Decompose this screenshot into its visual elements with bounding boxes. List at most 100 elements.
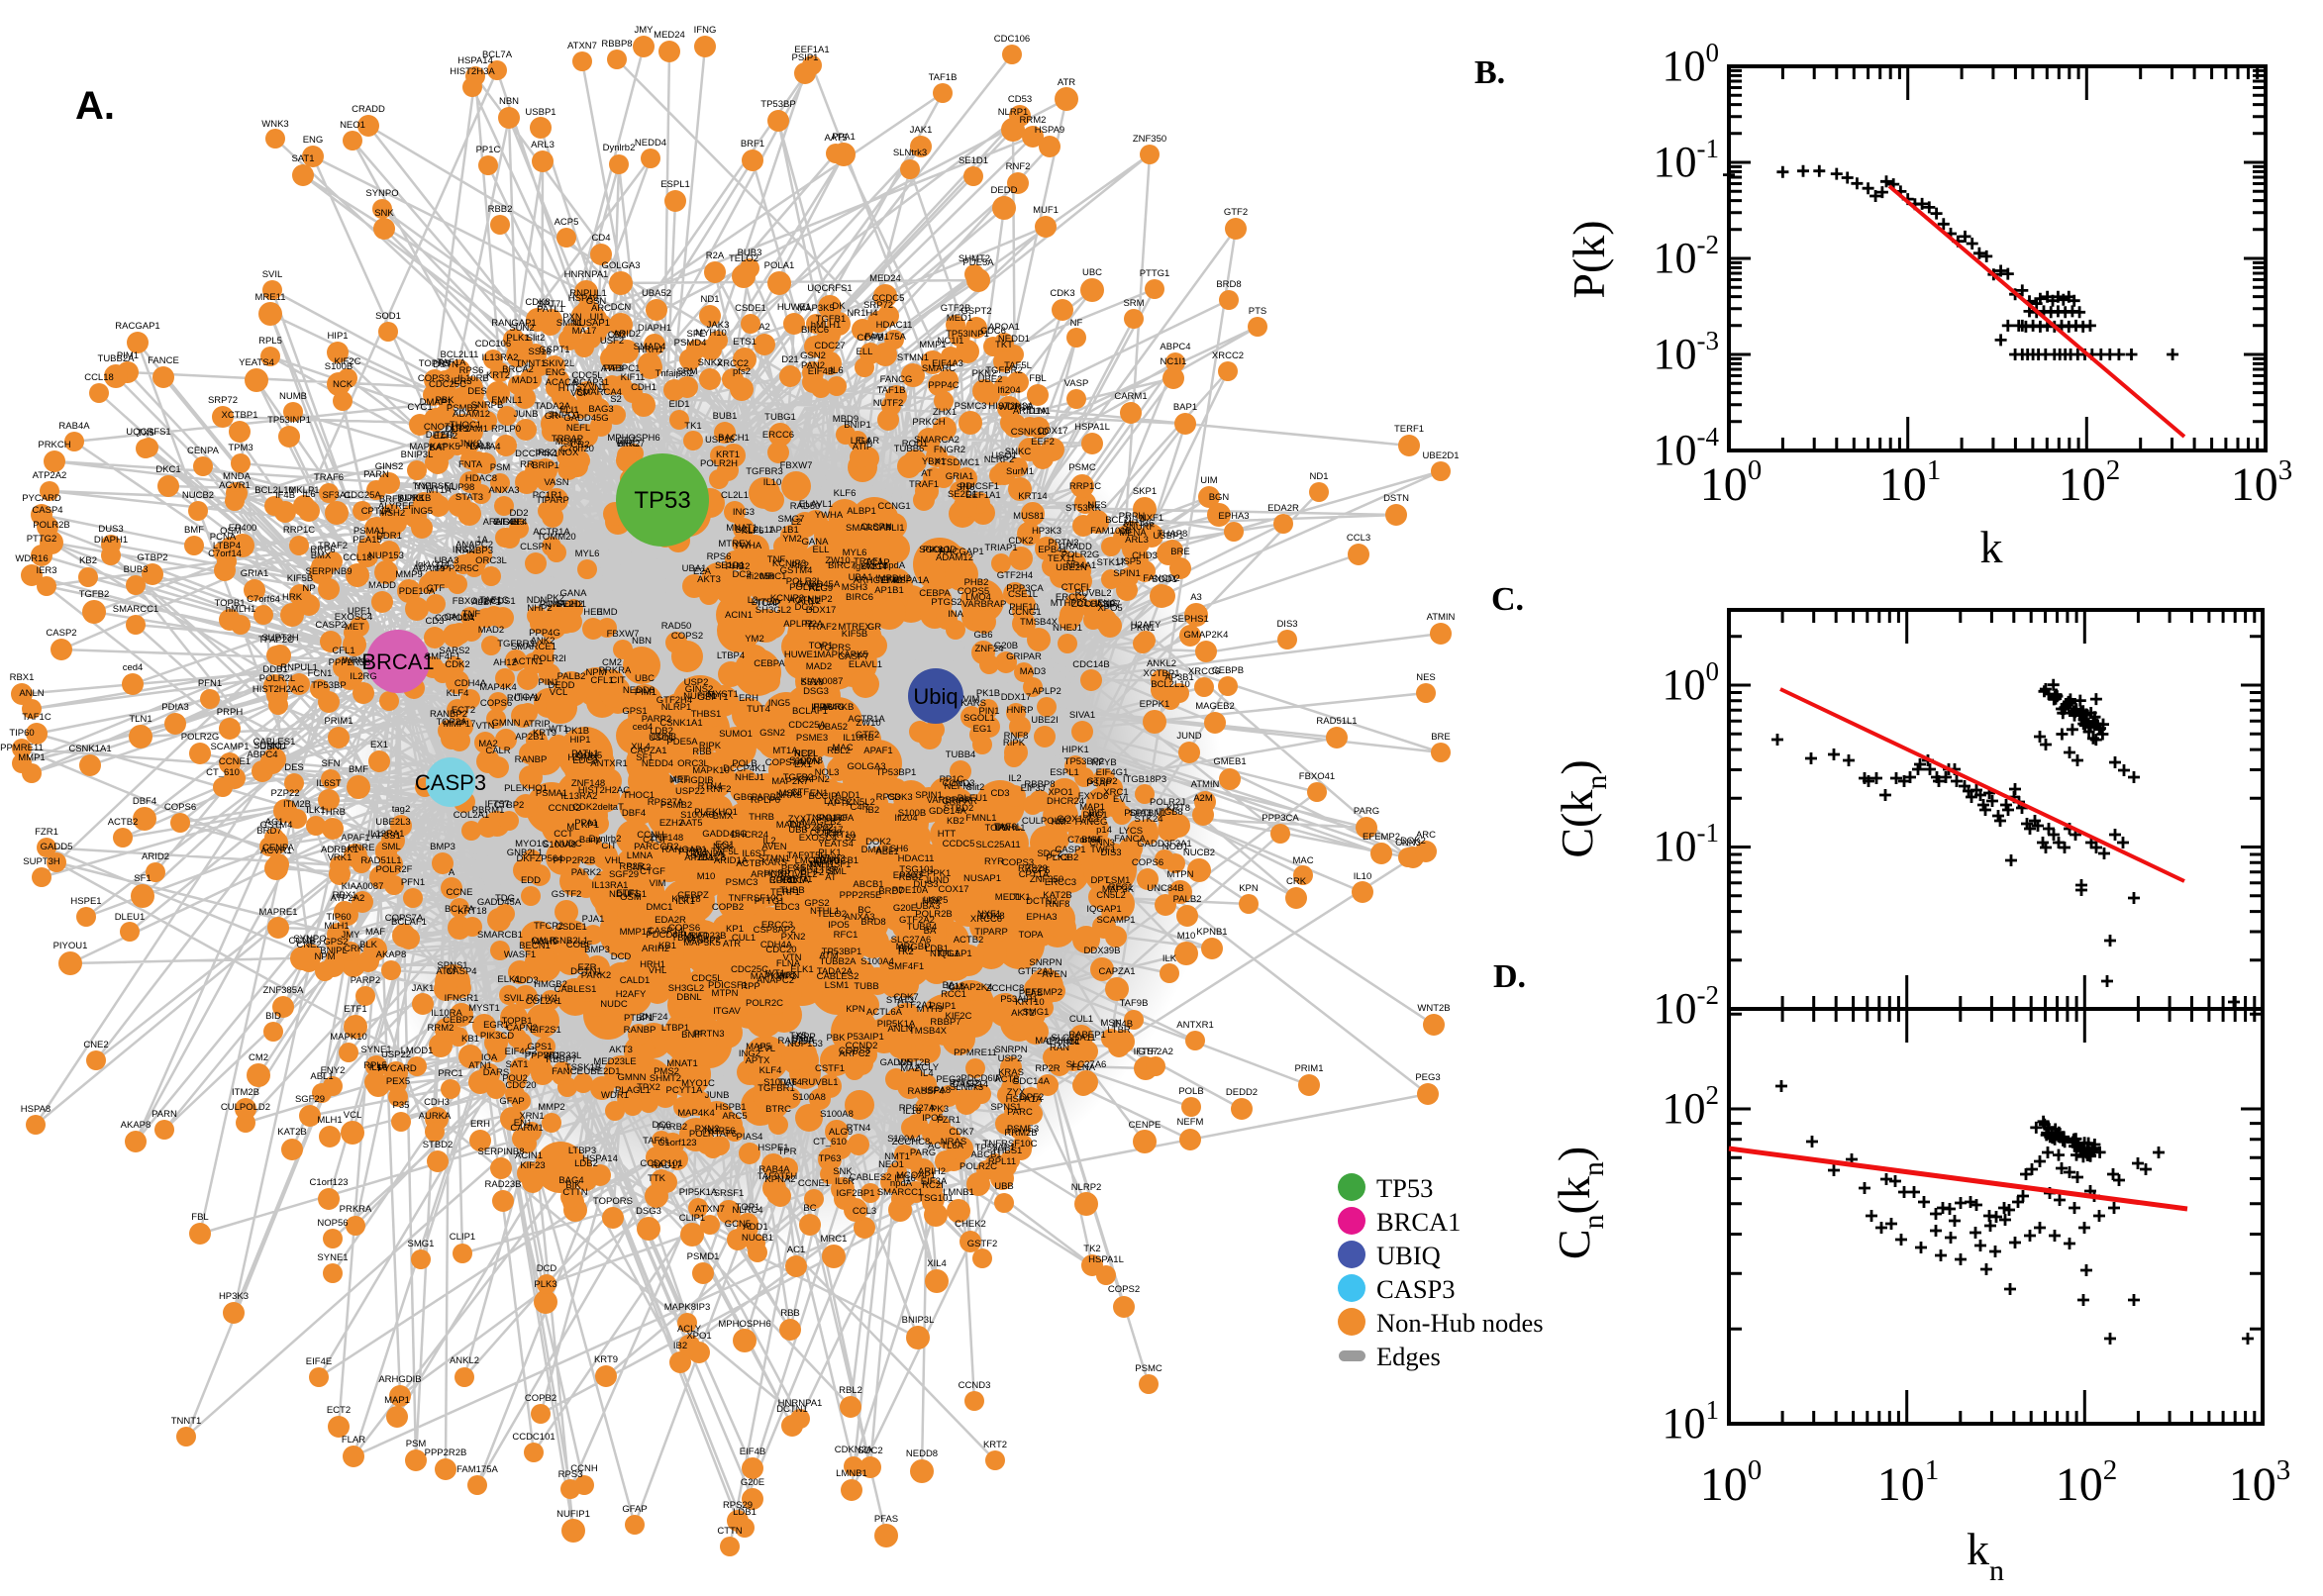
svg-text:SKP1: SKP1	[1133, 486, 1157, 497]
svg-text:CDK8: CDK8	[979, 911, 1004, 922]
svg-text:CUL1: CUL1	[1069, 1014, 1093, 1025]
svg-text:KRT9: KRT9	[594, 1354, 618, 1365]
svg-text:JUNB: JUNB	[705, 1090, 730, 1101]
svg-text:HIP1: HIP1	[569, 735, 590, 746]
svg-text:DSTN: DSTN	[1383, 493, 1409, 504]
svg-text:IL2: IL2	[1008, 773, 1021, 784]
svg-text:CCL3: CCL3	[853, 1206, 876, 1217]
svg-text:NHP2: NHP2	[527, 603, 552, 614]
svg-text:EDA2R: EDA2R	[655, 915, 686, 926]
svg-text:SUMO1: SUMO1	[719, 729, 753, 740]
svg-text:P35: P35	[393, 1100, 410, 1111]
svg-text:TAF5L: TAF5L	[711, 847, 739, 857]
svg-text:SH3GL2: SH3GL2	[756, 605, 791, 616]
svg-text:PALB2: PALB2	[1173, 894, 1202, 905]
svg-text:PTS: PTS	[1249, 306, 1266, 317]
svg-text:INA: INA	[948, 609, 964, 620]
svg-text:ATR: ATR	[1058, 77, 1075, 88]
svg-text:HIPK1: HIPK1	[1061, 745, 1088, 755]
svg-text:RAB4A: RAB4A	[58, 421, 90, 432]
svg-text:ced4: ced4	[123, 662, 144, 673]
svg-text:RACGAP1: RACGAP1	[115, 321, 159, 332]
svg-text:ERH: ERH	[470, 1119, 490, 1130]
svg-text:KRT14: KRT14	[1018, 491, 1047, 502]
svg-text:G20E: G20E	[893, 903, 917, 914]
svg-text:CUL1: CUL1	[732, 933, 756, 944]
svg-text:PARP2: PARP2	[642, 714, 671, 725]
svg-text:TERF1: TERF1	[1394, 424, 1424, 435]
svg-text:TUBG1: TUBG1	[764, 412, 796, 423]
svg-text:CDC20: CDC20	[765, 945, 796, 955]
svg-text:RBX1: RBX1	[10, 672, 35, 683]
svg-text:S100A6: S100A6	[680, 810, 714, 821]
svg-text:FBXO41: FBXO41	[1299, 771, 1335, 782]
svg-text:HP3K3: HP3K3	[219, 1291, 249, 1302]
svg-text:PPMRE11: PPMRE11	[954, 1047, 997, 1058]
svg-text:USBP1: USBP1	[525, 107, 556, 118]
svg-text:MMP1: MMP1	[919, 340, 946, 350]
svg-text:RNF2: RNF2	[1006, 161, 1031, 172]
svg-text:PFAS: PFAS	[874, 1514, 898, 1525]
svg-text:STBD2: STBD2	[944, 803, 974, 814]
svg-text:CTF: CTF	[427, 583, 446, 594]
svg-text:Dynlrb2: Dynlrb2	[603, 143, 636, 153]
svg-text:ETS1: ETS1	[733, 337, 757, 348]
svg-text:NHEJ1: NHEJ1	[1053, 623, 1082, 634]
svg-text:FZR1: FZR1	[35, 827, 58, 838]
svg-text:KB2: KB2	[947, 816, 964, 827]
svg-text:PIP5K1A: PIP5K1A	[679, 1187, 718, 1198]
svg-text:IL16: IL16	[369, 1062, 388, 1073]
svg-text:SFN: SFN	[322, 758, 341, 769]
svg-text:PPP2R5E: PPP2R5E	[840, 890, 882, 901]
svg-text:SRSF1: SRSF1	[714, 1188, 745, 1199]
svg-text:DUS3: DUS3	[98, 524, 123, 535]
svg-text:CEBPA: CEBPA	[754, 658, 785, 669]
svg-text:CR2: CR2	[570, 440, 589, 450]
svg-text:CCL3: CCL3	[1347, 533, 1370, 544]
svg-text:GMEB1: GMEB1	[1213, 756, 1246, 767]
svg-text:KRT1: KRT1	[716, 449, 740, 460]
svg-text:RRP1C: RRP1C	[1069, 481, 1101, 492]
svg-text:STMN1: STMN1	[758, 853, 790, 864]
svg-text:LDB2: LDB2	[574, 1158, 598, 1169]
svg-text:WDR16: WDR16	[15, 553, 48, 564]
svg-text:KRT18: KRT18	[457, 906, 486, 917]
svg-text:ETF1: ETF1	[616, 888, 639, 899]
svg-text:PRKCH: PRKCH	[38, 440, 70, 450]
svg-text:TOPORS: TOPORS	[593, 1196, 633, 1207]
svg-text:XIL4: XIL4	[927, 1258, 947, 1269]
svg-text:COPB2: COPB2	[712, 902, 744, 913]
svg-text:XRC1: XRC1	[1103, 787, 1128, 798]
svg-text:CCNG1: CCNG1	[877, 501, 910, 512]
svg-text:NEFM: NEFM	[1177, 1117, 1204, 1128]
svg-text:CABLES1: CABLES1	[555, 984, 597, 995]
svg-text:WT1: WT1	[549, 724, 568, 735]
svg-text:AKT3: AKT3	[697, 574, 721, 585]
svg-text:PPP2R2B: PPP2R2B	[425, 1447, 467, 1458]
svg-text:CCNB: CCNB	[289, 936, 316, 947]
svg-text:GFAP: GFAP	[499, 1096, 524, 1107]
svg-text:BC: BC	[803, 1203, 816, 1214]
svg-text:AURKB: AURKB	[822, 702, 855, 713]
svg-text:TP53BP2: TP53BP2	[1064, 756, 1105, 767]
svg-text:SRP72: SRP72	[208, 395, 238, 406]
svg-text:IQGAP1: IQGAP1	[937, 948, 971, 959]
svg-text:BIRC6: BIRC6	[846, 592, 873, 603]
svg-text:SML: SML	[381, 842, 401, 852]
svg-text:NCK: NCK	[333, 379, 354, 390]
svg-text:EIF4G1: EIF4G1	[1096, 767, 1129, 778]
svg-text:GTF2H4: GTF2H4	[656, 695, 692, 706]
svg-text:PAN2: PAN2	[801, 360, 825, 371]
svg-text:ANLN: ANLN	[19, 688, 44, 699]
svg-text:NUP153: NUP153	[368, 550, 404, 561]
svg-text:MAD3: MAD3	[1020, 666, 1046, 677]
svg-text:GINS2: GINS2	[375, 461, 404, 472]
svg-text:CCDC5: CCDC5	[943, 839, 975, 849]
svg-text:MYST1: MYST1	[707, 689, 739, 700]
svg-text:HDAC8: HDAC8	[465, 473, 497, 484]
svg-text:TUBB: TUBB	[854, 981, 878, 992]
svg-text:ENG: ENG	[303, 135, 324, 146]
svg-text:POLR2J: POLR2J	[1150, 797, 1185, 808]
svg-text:FLNA: FLNA	[1071, 1062, 1096, 1073]
svg-text:AT: AT	[921, 468, 933, 479]
